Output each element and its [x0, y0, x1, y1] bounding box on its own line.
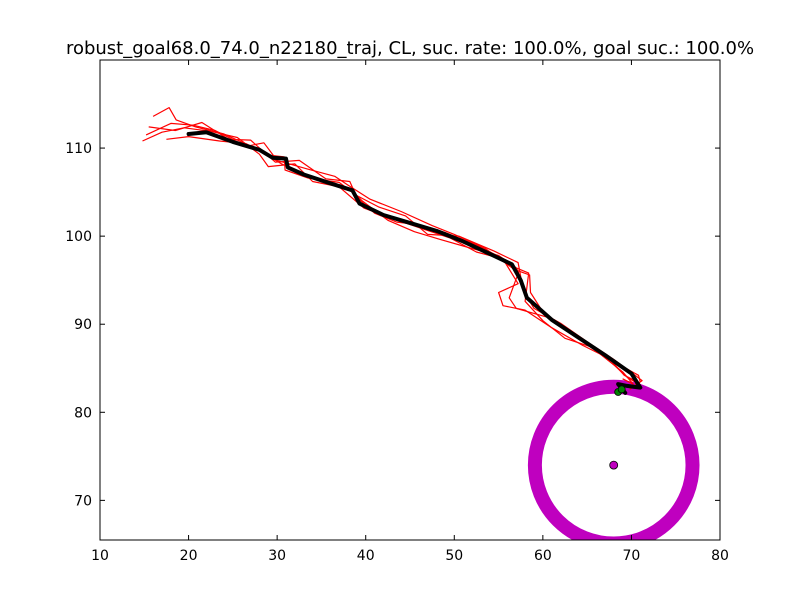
x-tick-label: 20	[180, 548, 198, 564]
x-tick-label: 80	[711, 548, 729, 564]
y-tick-label: 70	[74, 493, 92, 509]
x-tick-label: 50	[445, 548, 463, 564]
x-tick-label: 40	[357, 548, 375, 564]
y-tick-label: 110	[65, 141, 92, 157]
x-tick-label: 30	[268, 548, 286, 564]
mean-trajectory-line	[186, 130, 643, 395]
y-tick-label: 90	[74, 317, 92, 333]
x-tick-label: 60	[534, 548, 552, 564]
y-tick-label: 80	[74, 405, 92, 421]
goal-ring	[527, 379, 700, 540]
y-tick-label: 100	[65, 229, 92, 245]
plot-area	[142, 106, 700, 540]
goal-center-marker	[609, 460, 619, 470]
axes: 10 20 30 40 50 60 70 80 70 80 90 100 110	[65, 60, 729, 564]
plot-frame	[99, 59, 721, 541]
x-tick-label: 10	[91, 548, 109, 564]
chart-title: robust_goal68.0_74.0_n22180_traj, CL, su…	[66, 38, 754, 59]
x-tick-label: 70	[623, 548, 641, 564]
end-point-marker-1	[617, 385, 626, 394]
